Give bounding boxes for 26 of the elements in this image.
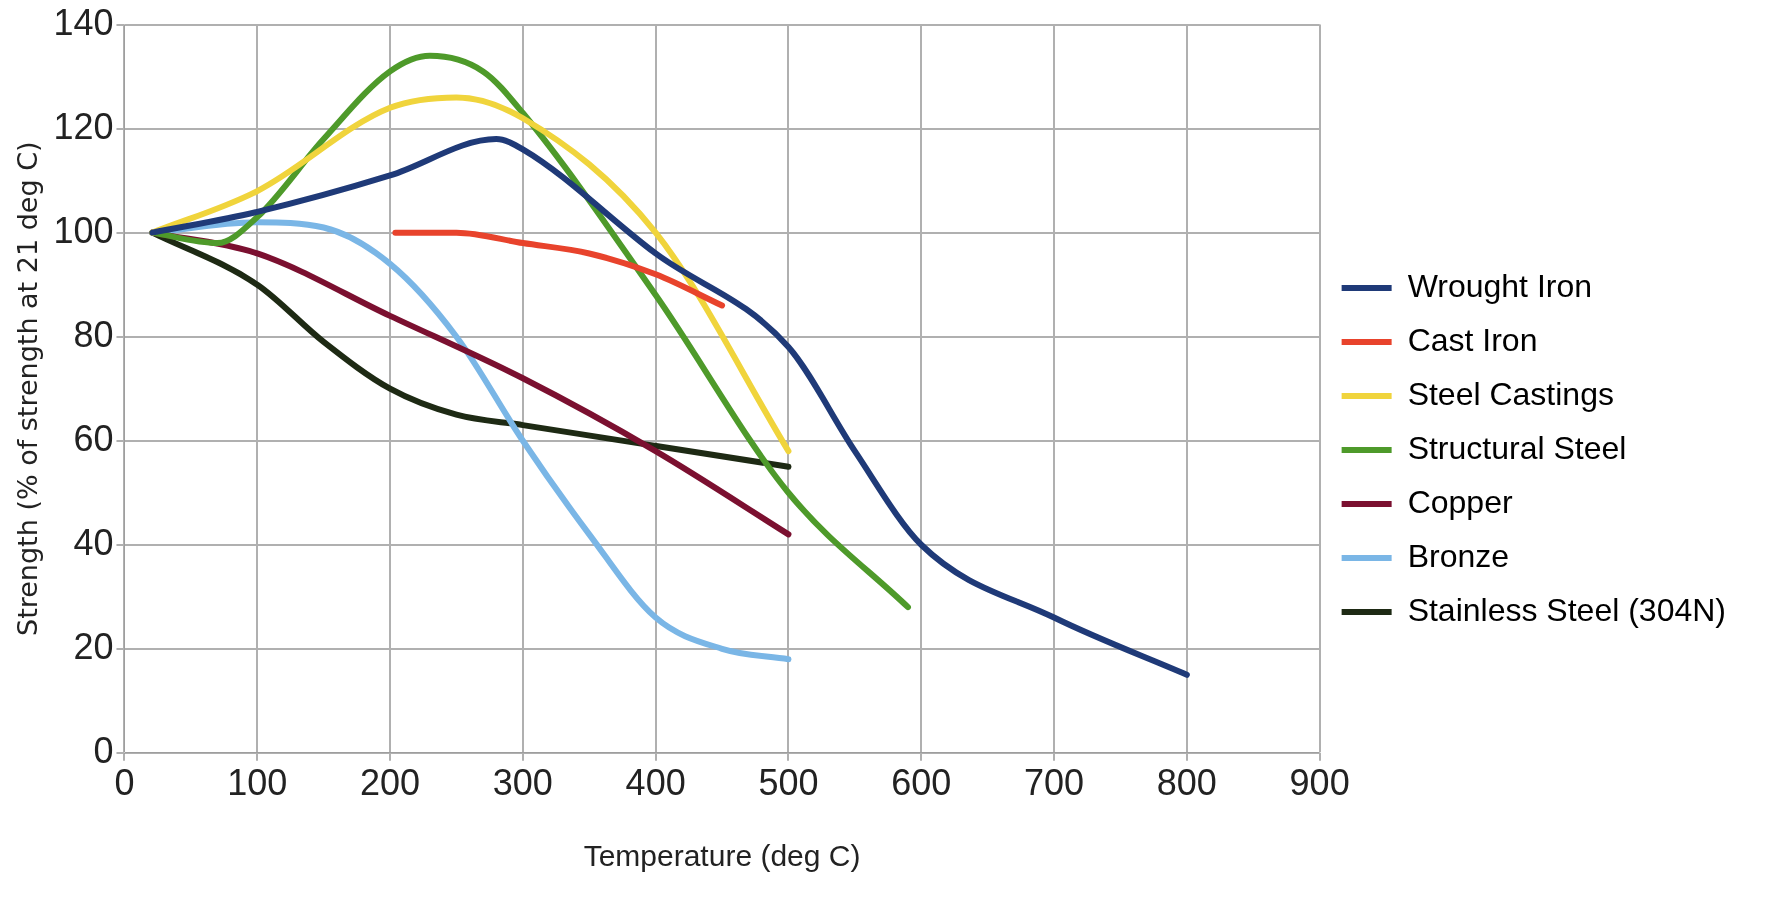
x-tick-label: 700 (1023, 762, 1085, 804)
legend-label: Structural Steel (1407, 429, 1627, 466)
x-tick-label: 200 (360, 762, 421, 804)
y-tick-label: 140 (53, 1, 114, 43)
y-tick-label: 0 (93, 729, 114, 771)
legend-label: Stainless Steel (304N) (1407, 591, 1726, 628)
y-tick-label: 120 (53, 105, 114, 147)
x-tick-label: 900 (1289, 762, 1350, 804)
legend-label: Copper (1407, 483, 1513, 520)
y-axis-title: Strength (% of strength at 21 deg C) (12, 141, 44, 636)
legend-label: Wrought Iron (1407, 267, 1593, 304)
legend-label: Steel Castings (1407, 375, 1614, 412)
x-tick-label: 800 (1156, 762, 1217, 804)
x-axis-title: Temperature (deg C) (583, 839, 861, 873)
y-tick-label: 80 (73, 313, 114, 355)
x-tick-label: 300 (492, 762, 553, 804)
x-tick-label: 400 (625, 762, 686, 804)
y-tick-label: 100 (53, 209, 114, 251)
y-tick-label: 40 (73, 521, 114, 563)
x-tick-label: 600 (891, 762, 952, 804)
y-tick-label: 20 (73, 625, 114, 667)
legend-label: Bronze (1407, 537, 1510, 574)
y-tick-label: 60 (73, 417, 114, 459)
x-tick-label: 100 (227, 762, 288, 804)
x-tick-label: 500 (758, 762, 819, 804)
legend-label: Cast Iron (1407, 321, 1538, 358)
